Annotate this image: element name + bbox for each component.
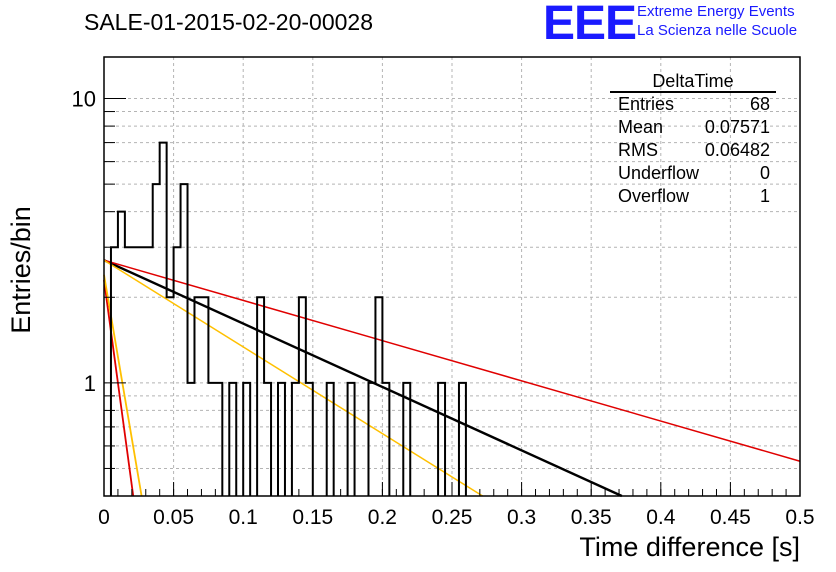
fit-line [103,279,135,497]
fit-line [103,259,623,498]
logo-line-1: Extreme Energy Events [637,3,795,20]
histogram-bars [109,141,467,496]
logo-line-2: La Scienza nelle Scuole [637,22,798,39]
y-tick-label: 1 [84,371,96,396]
x-tick-label: 0.35 [571,506,612,529]
fit-line [103,274,143,497]
y-axis-label: Entries/bin [6,206,36,334]
logo-text: Extreme Energy Events La Scienza nelle S… [637,2,797,40]
x-axis-label: Time difference [s] [579,532,800,562]
stats-row-entries: Entries 68 [610,93,776,116]
x-tick-label: 0.25 [432,506,473,529]
x-tick-label: 0.2 [368,506,397,529]
eee-logo: EEE [543,0,637,50]
x-tick-label: 0.15 [292,506,333,529]
x-tick-label: 0.3 [507,506,536,529]
y-tick-label: 10 [72,87,96,112]
stats-title: DeltaTime [610,71,776,93]
stats-label: Underflow [618,163,700,183]
stats-row-overflow: Overflow 1 [610,185,776,208]
stats-label: Mean [618,117,664,137]
x-tick-label: 0.1 [229,506,258,529]
stats-label: Entries [618,94,675,114]
stats-value: 0.06482 [704,140,770,160]
stats-value: 1 [759,186,770,206]
x-tick-label: 0.05 [153,506,194,529]
x-tick-label: 0 [98,506,110,529]
fit-line [103,259,484,497]
stats-label: RMS [618,140,658,160]
fit-lines [103,259,801,498]
stats-value: 68 [749,94,770,114]
grid [104,57,800,497]
stats-row-mean: Mean 0.07571 [610,116,776,139]
stats-label: Overflow [618,186,690,206]
stats-row-rms: RMS 0.06482 [610,139,776,162]
x-tick-label: 0.45 [710,506,751,529]
page-title: SALE-01-2015-02-20-00028 [84,9,373,35]
x-tick-label: 0.5 [785,506,814,529]
histogram-outline [109,141,467,496]
stats-row-underflow: Underflow 0 [610,162,776,185]
stats-value: 0 [759,163,770,183]
fit-line [103,259,801,462]
stats-box: DeltaTime Entries 68 Mean 0.07571 RMS 0.064… [610,71,776,208]
x-tick-label: 0.4 [646,506,676,529]
stats-value: 0.07571 [704,117,770,137]
